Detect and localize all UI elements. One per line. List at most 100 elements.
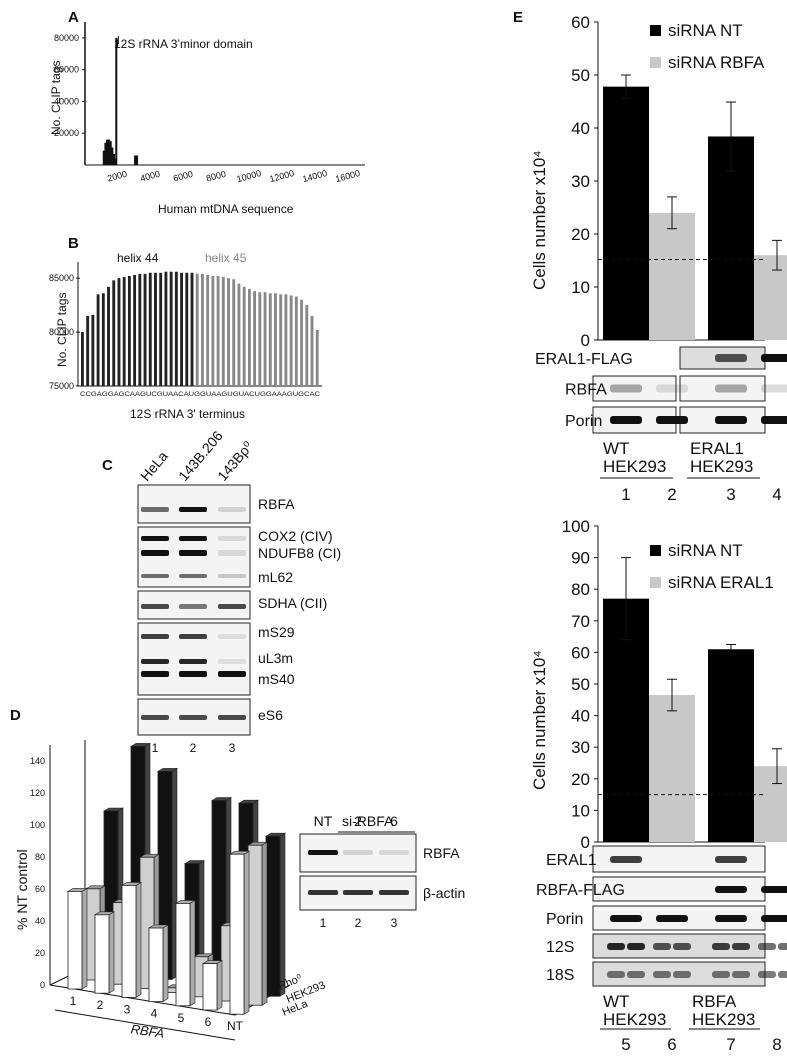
eb-blot-band xyxy=(715,856,747,863)
d-blot-lane-number: 3 xyxy=(391,916,398,930)
et-blot-band xyxy=(715,354,747,362)
c-band xyxy=(179,536,207,541)
et-blot-band xyxy=(761,354,787,362)
panel-label-a: A xyxy=(68,9,79,26)
c-band xyxy=(179,659,207,664)
et-legend-label: siRNA NT xyxy=(668,21,743,40)
eb-blot-label: Porin xyxy=(546,911,583,928)
eb-lane-number: 6 xyxy=(667,1035,676,1054)
b-bar xyxy=(112,280,116,386)
a-ytick-label: 40000 xyxy=(54,96,79,106)
b-bar xyxy=(206,274,210,386)
panel-e-top-ylabel: Cells number x10⁴ xyxy=(530,150,549,290)
b-bar xyxy=(221,277,225,386)
eb-blot-band xyxy=(758,943,776,950)
d-bar-side xyxy=(216,960,223,1011)
eb-blot-band xyxy=(761,886,787,893)
panel-a-xlabel: Human mtDNA sequence xyxy=(158,202,294,216)
c-blot-label: SDHA (CII) xyxy=(258,595,327,611)
c-band xyxy=(218,574,246,578)
d-row-label: HeLa xyxy=(281,997,311,1018)
eb-blot-label: 18S xyxy=(546,967,574,984)
c-band xyxy=(141,715,169,720)
d-bar xyxy=(175,903,191,1007)
panel-d-blot-header: si-RBFA xyxy=(342,813,394,829)
c-band xyxy=(141,550,169,556)
b-bar xyxy=(300,299,303,386)
d-ytick-label: 100 xyxy=(30,820,45,830)
d-category-label: 6 xyxy=(205,1015,212,1029)
c-band xyxy=(141,507,169,512)
a-ytick-label: 20000 xyxy=(54,128,79,138)
c-band xyxy=(218,715,246,720)
b-bar xyxy=(315,329,319,386)
b-bar xyxy=(101,293,105,386)
et-blot-band xyxy=(761,384,787,393)
c-band xyxy=(141,536,169,541)
eb-blot-label: ERAL1 xyxy=(546,852,597,869)
d-blot-band xyxy=(343,890,373,895)
c-band xyxy=(218,536,246,541)
a-xtick-label: 10000 xyxy=(236,168,263,184)
b-bar xyxy=(190,272,194,386)
eb-group-label-2: HEK293 xyxy=(603,1010,666,1029)
d-category-label: 3 xyxy=(124,1002,131,1016)
b-bar xyxy=(232,279,236,386)
c-blot-label: NDUFB8 (CI) xyxy=(258,545,341,561)
panel-label-d: D xyxy=(10,707,21,724)
b-bar xyxy=(279,294,283,386)
c-band xyxy=(218,659,246,664)
eb-blot-band xyxy=(607,943,625,950)
blot-rbfa xyxy=(137,484,251,524)
a-bar xyxy=(112,158,117,165)
eb-ytick-label: 10 xyxy=(571,801,590,820)
d-bar-side xyxy=(279,832,286,997)
panel-a-ylabel: No. CLIP tags xyxy=(49,61,63,135)
et-lane-number: 2 xyxy=(667,485,676,504)
d-ytick-label: 0 xyxy=(40,980,45,990)
b-bar xyxy=(117,278,121,386)
b-bar xyxy=(263,292,267,386)
et-bar xyxy=(754,255,787,340)
et-blot-label: ERAL1-FLAG xyxy=(535,351,633,368)
et-ytick-label: 20 xyxy=(571,225,590,244)
c-band xyxy=(179,671,207,677)
eb-ytick-label: 100 xyxy=(562,517,590,536)
et-lane-number: 4 xyxy=(772,485,781,504)
b-bar xyxy=(133,274,137,386)
b-bar xyxy=(159,272,163,386)
et-ytick-label: 60 xyxy=(571,13,590,32)
b-ytick-label: 75000 xyxy=(49,381,74,391)
d-blot-lane-number: 1 xyxy=(320,916,327,930)
b-bar xyxy=(154,272,157,386)
b-bar xyxy=(143,273,147,386)
d-blot-lane-header: NT xyxy=(314,813,333,829)
et-group-label-1: ERAL1 xyxy=(690,439,744,458)
c-band xyxy=(179,634,207,639)
d-ytick-label: 140 xyxy=(30,756,45,766)
d-bar-side xyxy=(108,911,115,994)
c-band xyxy=(141,604,169,609)
panel-label-b: B xyxy=(68,235,79,252)
d-category-label: 5 xyxy=(178,1011,185,1025)
b-bar xyxy=(195,273,199,386)
a-xtick-label: 16000 xyxy=(334,168,361,184)
d-bar-side xyxy=(81,887,88,990)
d-category-label: 2 xyxy=(97,998,104,1012)
d-ytick-label: 40 xyxy=(35,916,45,926)
d-bar-side xyxy=(261,841,268,1006)
b-ytick-label: 85000 xyxy=(49,273,74,283)
eb-legend-swatch xyxy=(650,577,661,588)
b-bar xyxy=(258,292,262,386)
eb-blot-band xyxy=(758,971,776,978)
panel-b-helix45-label: helix 45 xyxy=(205,251,247,265)
et-blot-label: RBFA xyxy=(565,382,607,399)
c-blot-label: RBFA xyxy=(258,496,295,512)
c-blot-label: mS29 xyxy=(258,624,295,640)
a-ytick-label: 80000 xyxy=(54,33,79,43)
a-bar xyxy=(134,155,139,165)
et-blot-band xyxy=(656,416,688,424)
d-blot-band xyxy=(343,850,373,855)
